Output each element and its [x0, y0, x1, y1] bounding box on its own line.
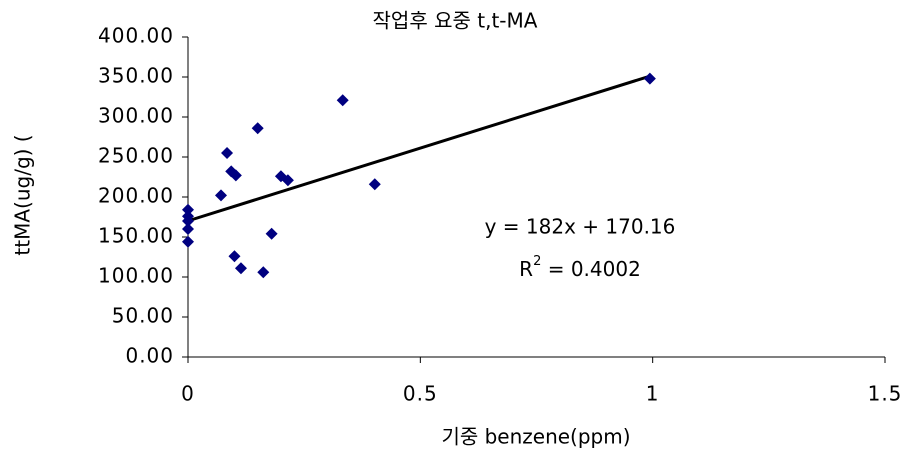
trendline [187, 74, 651, 223]
y-tick-label: 400.00 [98, 24, 174, 48]
x-tick-label: 0.5 [403, 382, 438, 406]
data-point [251, 122, 264, 135]
y-axis-label: ttMA(ug/g) ( [11, 134, 35, 255]
data-point [182, 203, 194, 216]
y-tick-label: 150.00 [98, 224, 174, 248]
x-tick-label: 1 [646, 382, 660, 406]
equation: y = 182x + 170.16 [485, 215, 676, 239]
data-point [221, 147, 234, 159]
x-tick-label: 1.5 [868, 382, 903, 406]
y-tick-label: 0.00 [125, 344, 174, 368]
data-point [229, 169, 242, 182]
r-squared-base: R [519, 257, 533, 281]
x-axis-label: 기중 benzene(ppm) [441, 425, 630, 449]
data-point [368, 178, 381, 191]
chart-title: 작업후 요중 t,t-MA [373, 9, 538, 33]
data-point [182, 235, 194, 248]
y-tick-label: 200.00 [98, 184, 174, 208]
y-tick-label: 350.00 [98, 64, 174, 88]
data-point [265, 227, 278, 240]
y-tick-label: 300.00 [98, 104, 174, 128]
data-point [281, 174, 294, 187]
data-point [257, 266, 270, 279]
r-squared-rest: = 0.4002 [541, 257, 640, 281]
data-point [228, 250, 241, 263]
data-point [336, 94, 349, 107]
data-point [643, 72, 656, 85]
y-tick-label: 100.00 [98, 264, 174, 288]
data-point [234, 262, 247, 275]
data-point [214, 189, 227, 202]
r-squared: R2 = 0.4002 [519, 254, 641, 281]
y-tick-label: 50.00 [112, 304, 174, 328]
data-point [182, 215, 194, 227]
x-tick-label: 0 [181, 382, 195, 406]
y-tick-label: 250.00 [98, 144, 174, 168]
r-squared-sup: 2 [533, 254, 541, 269]
data-point [182, 223, 194, 235]
